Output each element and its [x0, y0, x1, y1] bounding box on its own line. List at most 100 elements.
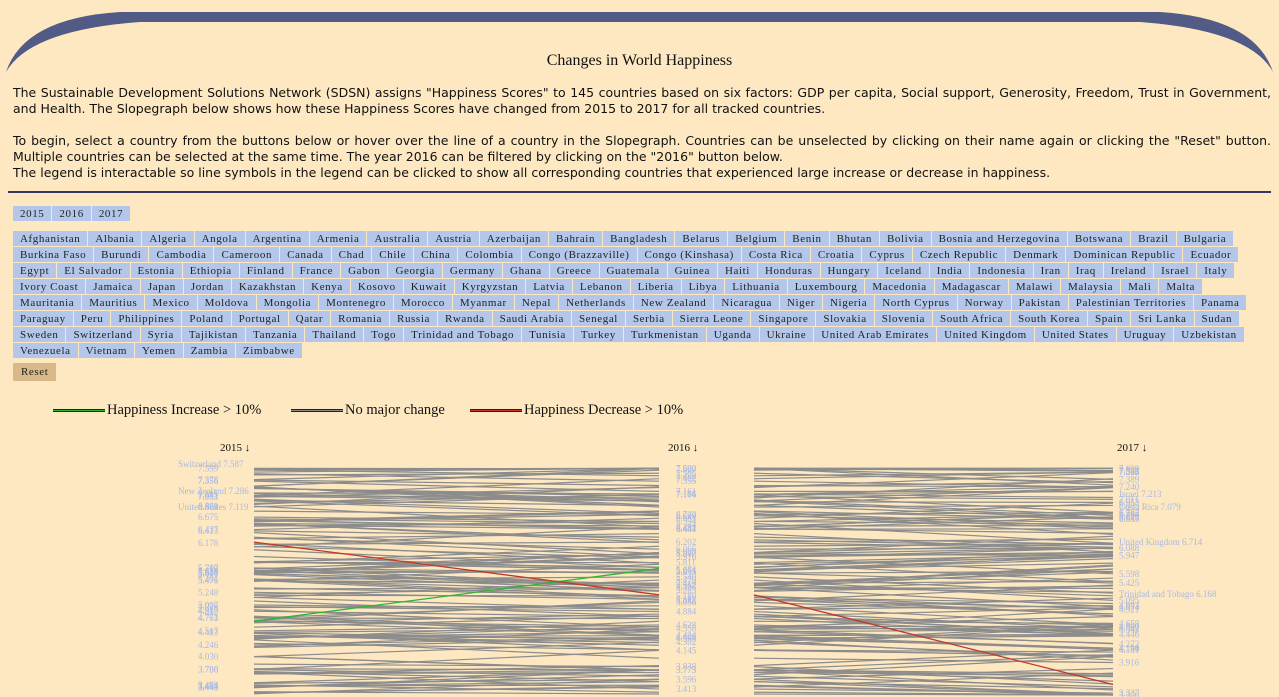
- country-button[interactable]: Uzbekistan: [1174, 327, 1244, 342]
- country-button[interactable]: Kazakhstan: [231, 279, 304, 294]
- country-line-2015-2016[interactable]: [253, 587, 660, 595]
- country-line-2016-2017[interactable]: [753, 494, 1114, 513]
- country-button[interactable]: Bangladesh: [603, 231, 675, 246]
- country-line-2016-2017[interactable]: [753, 472, 1114, 484]
- country-button[interactable]: Iraq: [1068, 263, 1103, 278]
- country-button[interactable]: Kuwait: [403, 279, 454, 294]
- country-button[interactable]: Lithuania: [725, 279, 787, 294]
- country-line-2016-2017[interactable]: [753, 490, 1114, 495]
- country-line-2016-2017[interactable]: [753, 527, 1114, 534]
- country-button[interactable]: Albania: [88, 231, 142, 246]
- country-button[interactable]: Norway: [957, 295, 1011, 310]
- country-button[interactable]: Belarus: [675, 231, 728, 246]
- country-button[interactable]: Cambodia: [149, 247, 214, 262]
- country-button[interactable]: Vietnam: [78, 343, 135, 358]
- country-button[interactable]: Myanmar: [452, 295, 514, 310]
- country-button[interactable]: Burundi: [94, 247, 149, 262]
- country-button[interactable]: Mauritania: [13, 295, 82, 310]
- country-line-2015-2016[interactable]: [253, 480, 660, 493]
- country-line-2016-2017[interactable]: [753, 584, 1114, 602]
- country-line-2015-2016[interactable]: [253, 596, 660, 610]
- country-line-2015-2016[interactable]: [253, 621, 660, 637]
- country-line-2016-2017[interactable]: [753, 486, 1114, 502]
- country-button[interactable]: Liberia: [630, 279, 681, 294]
- country-line-2015-2016[interactable]: [253, 549, 660, 569]
- country-button[interactable]: Togo: [364, 327, 404, 342]
- country-button[interactable]: Panama: [1194, 295, 1247, 310]
- year-button-2017[interactable]: 2017: [91, 206, 131, 221]
- country-button[interactable]: Germany: [442, 263, 503, 278]
- year-button-2015[interactable]: 2015: [13, 206, 52, 221]
- country-button[interactable]: Algeria: [142, 231, 194, 246]
- country-button[interactable]: Australia: [367, 231, 428, 246]
- country-line-2016-2017[interactable]: [753, 520, 1114, 525]
- country-line-2015-2016[interactable]: [253, 642, 660, 651]
- country-button[interactable]: Slovakia: [816, 311, 874, 326]
- country-button[interactable]: Chile: [372, 247, 414, 262]
- country-line-2015-2016[interactable]: [253, 615, 660, 628]
- country-button[interactable]: Cameroon: [214, 247, 280, 262]
- decrease-line[interactable]: [753, 594, 1114, 686]
- country-button[interactable]: Haiti: [717, 263, 757, 278]
- country-line-2015-2016[interactable]: [253, 605, 660, 609]
- country-line-2016-2017[interactable]: [753, 684, 1114, 696]
- country-line-2015-2016[interactable]: [253, 561, 660, 568]
- country-line-2015-2016[interactable]: [253, 638, 660, 649]
- year-button-2016[interactable]: 2016: [52, 206, 91, 221]
- country-button[interactable]: Malawi: [1008, 279, 1061, 294]
- country-button[interactable]: Egypt: [13, 263, 57, 278]
- country-line-2015-2016[interactable]: [253, 639, 660, 659]
- country-button[interactable]: Croatia: [810, 247, 862, 262]
- country-button[interactable]: Netherlands: [559, 295, 633, 310]
- country-line-2015-2016[interactable]: [253, 669, 660, 677]
- country-button[interactable]: Ireland: [1103, 263, 1154, 278]
- country-button[interactable]: Senegal: [571, 311, 625, 326]
- country-line-2016-2017[interactable]: [753, 681, 1114, 690]
- country-line-2016-2017[interactable]: [753, 583, 1114, 597]
- country-line-2015-2016[interactable]: [253, 571, 660, 574]
- country-button[interactable]: Rwanda: [437, 311, 492, 326]
- country-line-2015-2016[interactable]: [253, 499, 660, 507]
- country-button[interactable]: Iceland: [878, 263, 929, 278]
- country-button[interactable]: Botswana: [1067, 231, 1131, 246]
- country-line-2015-2016[interactable]: [253, 479, 660, 487]
- country-line-2016-2017[interactable]: [753, 635, 1114, 639]
- country-button[interactable]: Armenia: [309, 231, 367, 246]
- country-line-2016-2017[interactable]: [753, 667, 1114, 680]
- country-line-2016-2017[interactable]: [753, 649, 1114, 653]
- country-button[interactable]: Niger: [779, 295, 823, 310]
- country-line-2015-2016[interactable]: [253, 600, 660, 621]
- country-line-2016-2017[interactable]: [753, 607, 1114, 618]
- country-button[interactable]: Ecuador: [1183, 247, 1239, 262]
- country-line-2016-2017[interactable]: [753, 633, 1114, 637]
- country-button[interactable]: Jordan: [183, 279, 231, 294]
- country-button[interactable]: Tanzania: [246, 327, 305, 342]
- country-line-2016-2017[interactable]: [753, 467, 1114, 472]
- country-button[interactable]: Madagascar: [934, 279, 1008, 294]
- country-button[interactable]: Estonia: [130, 263, 182, 278]
- country-button[interactable]: Benin: [785, 231, 829, 246]
- country-button[interactable]: Congo (Kinshasa): [637, 247, 741, 262]
- country-line-2016-2017[interactable]: [753, 678, 1114, 696]
- country-button[interactable]: Guinea: [667, 263, 717, 278]
- country-line-2015-2016[interactable]: [253, 523, 660, 541]
- country-button[interactable]: Tunisia: [522, 327, 573, 342]
- country-button[interactable]: Philippines: [111, 311, 182, 326]
- country-line-2016-2017[interactable]: [753, 669, 1114, 675]
- country-line-2016-2017[interactable]: [753, 626, 1114, 630]
- country-line-2015-2016[interactable]: [253, 545, 660, 564]
- country-button[interactable]: Mexico: [145, 295, 197, 310]
- country-button[interactable]: Zimbabwe: [235, 343, 302, 358]
- country-line-2015-2016[interactable]: [253, 665, 660, 675]
- country-line-2016-2017[interactable]: [753, 580, 1114, 584]
- country-line-2015-2016[interactable]: [253, 678, 660, 695]
- country-button[interactable]: Morocco: [393, 295, 452, 310]
- country-line-2015-2016[interactable]: [253, 545, 660, 559]
- country-button[interactable]: Argentina: [245, 231, 309, 246]
- country-button[interactable]: Gabon: [341, 263, 388, 278]
- country-button[interactable]: Bosnia and Herzegovina: [931, 231, 1067, 246]
- country-button[interactable]: Sweden: [13, 327, 66, 342]
- country-line-2015-2016[interactable]: [253, 649, 660, 670]
- country-line-2016-2017[interactable]: [753, 649, 1114, 657]
- country-button[interactable]: France: [292, 263, 341, 278]
